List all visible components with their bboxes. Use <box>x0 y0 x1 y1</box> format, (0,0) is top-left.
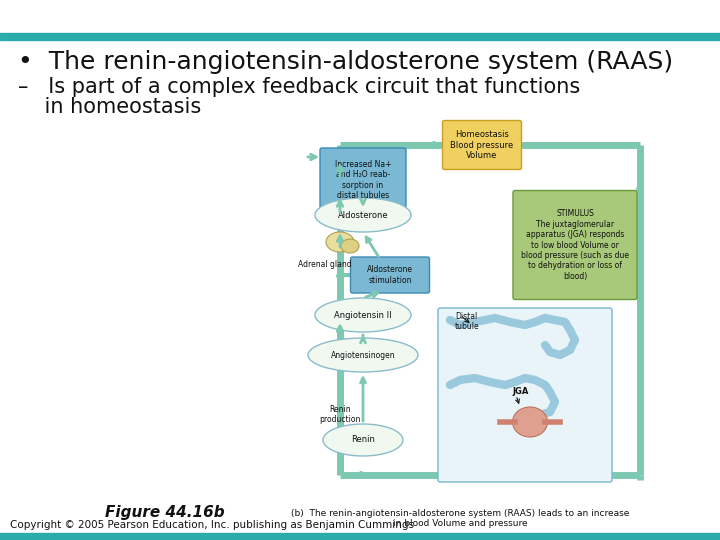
Text: in homeostasis: in homeostasis <box>18 97 202 117</box>
Text: Adrenal gland: Adrenal gland <box>298 260 352 269</box>
Text: Aldosterone
stimulation: Aldosterone stimulation <box>367 265 413 285</box>
Text: –   Is part of a complex feedback circuit that functions: – Is part of a complex feedback circuit … <box>18 77 580 97</box>
Text: •  The renin-angiotensin-aldosterone system (RAAS): • The renin-angiotensin-aldosterone syst… <box>18 50 673 74</box>
Text: Aldosterone: Aldosterone <box>338 211 388 219</box>
Text: Angiotensin II: Angiotensin II <box>334 310 392 320</box>
Text: Distal
tubule: Distal tubule <box>455 312 480 332</box>
Bar <box>0 33 720 40</box>
Ellipse shape <box>326 232 354 252</box>
FancyBboxPatch shape <box>513 191 637 300</box>
Ellipse shape <box>513 407 547 437</box>
Text: STIMULUS
The juxtaglomerular
apparatus (JGA) responds
to low blood Volume or
blo: STIMULUS The juxtaglomerular apparatus (… <box>521 210 629 281</box>
Text: JGA: JGA <box>512 388 528 396</box>
Text: (b)  The renin-angiotensin-aldosterone system (RAAS) leads to an increase: (b) The renin-angiotensin-aldosterone sy… <box>291 509 629 518</box>
Ellipse shape <box>308 338 418 372</box>
Text: Homeostasis
Blood pressure
Volume: Homeostasis Blood pressure Volume <box>451 130 513 160</box>
Ellipse shape <box>341 239 359 253</box>
FancyBboxPatch shape <box>320 148 406 212</box>
FancyBboxPatch shape <box>443 120 521 170</box>
Text: Increased Na+
and H₂O reab-
sorption in
distal tubules: Increased Na+ and H₂O reab- sorption in … <box>335 160 391 200</box>
Bar <box>0 533 720 540</box>
Ellipse shape <box>315 298 411 332</box>
Text: Figure 44.16b: Figure 44.16b <box>105 505 225 520</box>
FancyBboxPatch shape <box>351 257 430 293</box>
Ellipse shape <box>315 198 411 232</box>
Text: Renin
production: Renin production <box>319 405 361 424</box>
Text: Angiotensinogen: Angiotensinogen <box>330 350 395 360</box>
FancyBboxPatch shape <box>438 308 612 482</box>
Text: in blood Volume and pressure: in blood Volume and pressure <box>392 519 527 528</box>
Text: Renin: Renin <box>351 435 375 444</box>
Text: Copyright © 2005 Pearson Education, Inc. publishing as Benjamin Cummings: Copyright © 2005 Pearson Education, Inc.… <box>10 520 414 530</box>
Ellipse shape <box>323 424 403 456</box>
